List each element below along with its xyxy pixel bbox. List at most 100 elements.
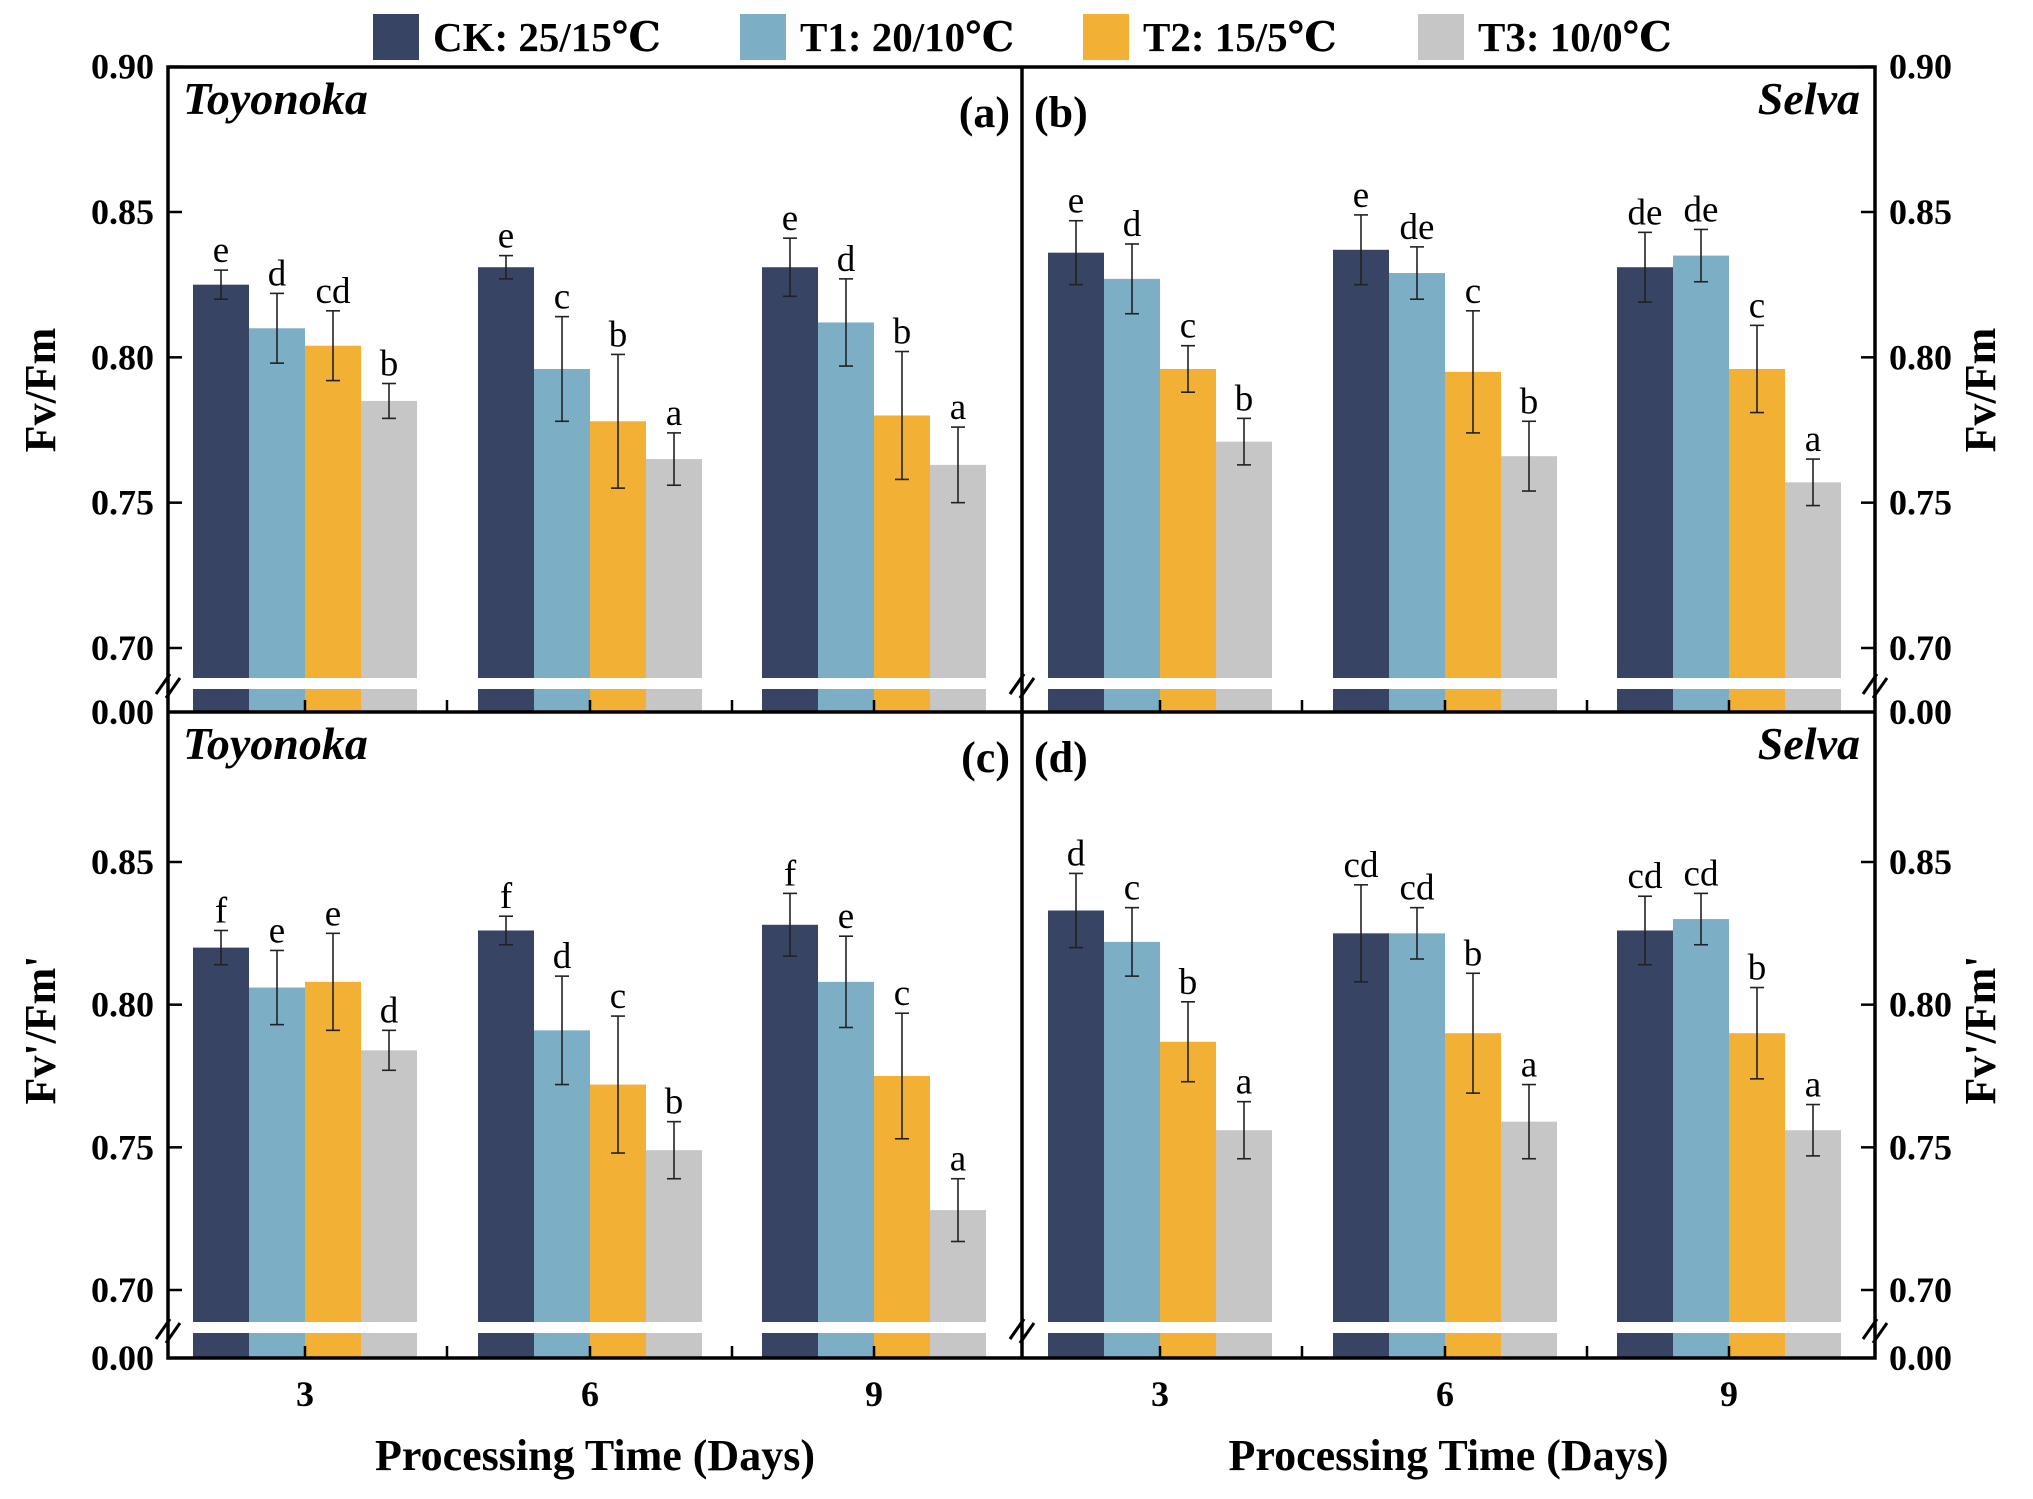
y-tick-label-zero: 0.00: [1889, 1338, 1952, 1378]
bar-d-t2-day3: [1160, 1041, 1216, 1322]
bar-b-ck-day6: [1333, 249, 1389, 678]
error-bar: [270, 949, 284, 1026]
bar-stub-c-ck-day3: [193, 1333, 249, 1358]
bar-b-t3-day6: [1501, 456, 1557, 678]
y-tick-label: 0.80: [1889, 985, 1952, 1025]
y-tick-label: 0.75: [91, 1127, 154, 1167]
error-bar: [1806, 1103, 1820, 1157]
bar-stub-d-t3-day9: [1785, 1333, 1841, 1358]
error-bar: [1522, 420, 1536, 492]
error-bar: [1638, 231, 1652, 303]
error-bar: [895, 1012, 909, 1140]
error-bar: [1237, 417, 1251, 466]
panel-frames: [166, 65, 1877, 1360]
bar-a-ck-day6: [478, 267, 534, 678]
variety-label: Selva: [1758, 73, 1860, 124]
x-tick-label: 3: [1151, 1374, 1169, 1414]
legend-swatch-t2: [1083, 14, 1129, 60]
error-bar: [1750, 986, 1764, 1080]
error-bar: [214, 269, 228, 301]
bar-c-ck-day3: [193, 947, 249, 1322]
error-bar: [1354, 214, 1368, 286]
significance-letter: a: [666, 393, 682, 434]
x-tick-label: 3: [296, 1374, 314, 1414]
error-bar: [1237, 1100, 1251, 1160]
significance-letter: c: [894, 973, 910, 1014]
bar-stub-d-t1-day3: [1104, 1333, 1160, 1358]
bar-b-t1-day3: [1104, 278, 1160, 678]
bar-stub-d-ck-day3: [1048, 1333, 1104, 1358]
error-bar: [1750, 324, 1764, 414]
bar-stub-b-ck-day9: [1617, 689, 1673, 712]
y-tick-label: 0.70: [1889, 1270, 1952, 1310]
axis-break-gap: [1024, 1322, 1873, 1333]
panel-id: (c): [961, 733, 1010, 782]
significance-letter: cd: [1628, 856, 1663, 897]
significance-letter: a: [1236, 1062, 1252, 1103]
significance-letter: b: [609, 314, 628, 355]
variety-label: Selva: [1758, 718, 1860, 769]
significance-letter: c: [1749, 285, 1765, 326]
y-tick-label: 0.70: [91, 628, 154, 668]
significance-letter: a: [1805, 1065, 1821, 1106]
bar-c-ck-day6: [478, 930, 534, 1322]
legend-swatch-t3: [1418, 14, 1464, 60]
error-bar: [382, 382, 396, 420]
bar-b-ck-day9: [1617, 267, 1673, 678]
significance-letter: c: [1465, 271, 1481, 312]
error-bar: [783, 892, 797, 957]
bar-stub-d-t2-day6: [1445, 1333, 1501, 1358]
error-bar: [1069, 872, 1083, 949]
panel-id: (d): [1034, 733, 1088, 782]
bar-a-t1-day9: [818, 322, 874, 678]
significance-letter: e: [269, 910, 285, 951]
error-bar: [555, 315, 569, 423]
error-bar: [1638, 895, 1652, 966]
bar-stub-a-ck-day6: [478, 689, 534, 712]
error-bar: [1694, 228, 1708, 283]
bar-stub-b-t1-day6: [1389, 689, 1445, 712]
error-bar: [1466, 310, 1480, 434]
bar-stub-a-t2-day9: [874, 689, 930, 712]
bar-d-t1-day9: [1673, 919, 1729, 1322]
bar-c-t1-day3: [249, 987, 305, 1322]
bar-c-t3-day3: [361, 1050, 417, 1322]
bar-stub-d-t2-day3: [1160, 1333, 1216, 1358]
legend-label-t1: T1: 20/10℃: [800, 14, 1014, 60]
error-bar: [1125, 243, 1139, 315]
bar-stub-d-t3-day3: [1216, 1333, 1272, 1358]
bar-stub-b-t3-day6: [1501, 689, 1557, 712]
legend-label-ck: CK: 25/15℃: [433, 14, 661, 60]
significance-letter: b: [1179, 962, 1198, 1003]
bar-stub-a-t2-day3: [305, 689, 361, 712]
bar-stub-c-t2-day6: [590, 1333, 646, 1358]
y-tick-label: 0.75: [91, 483, 154, 523]
bar-c-t2-day3: [305, 981, 361, 1322]
bar-stub-a-t3-day9: [930, 689, 986, 712]
significance-letter: cd: [1344, 845, 1379, 886]
bar-stub-c-t1-day9: [818, 1333, 874, 1358]
x-tick-label: 9: [1720, 1374, 1738, 1414]
bar-stub-a-t1-day9: [818, 689, 874, 712]
bar-stub-a-t3-day6: [646, 689, 702, 712]
bar-stub-a-t2-day6: [590, 689, 646, 712]
significance-letter: cd: [316, 271, 351, 312]
bar-d-ck-day6: [1333, 933, 1389, 1322]
y-tick-label: 0.75: [1889, 1127, 1952, 1167]
error-bar: [1181, 1001, 1195, 1083]
significance-letter: e: [838, 896, 854, 937]
significance-letter: b: [665, 1082, 684, 1123]
y-tick-label: 0.70: [1889, 628, 1952, 668]
panel-id: (b): [1034, 88, 1088, 137]
significance-letter: b: [893, 312, 912, 353]
bar-stub-a-t3-day3: [361, 689, 417, 712]
error-bar: [1069, 219, 1083, 286]
bar-stub-d-t1-day9: [1673, 1333, 1729, 1358]
x-tick-label: 6: [1436, 1374, 1454, 1414]
error-bar: [611, 1015, 625, 1154]
bar-stub-c-t2-day3: [305, 1333, 361, 1358]
significance-letter: a: [1521, 1045, 1537, 1086]
error-bar: [382, 1029, 396, 1072]
